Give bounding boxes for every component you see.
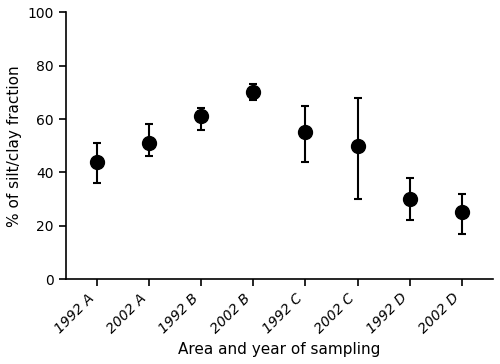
Point (250, 90, 258, 95)
Point (458, 210, 466, 215)
Point (354, 143, 362, 149)
Y-axis label: % of silt/clay fraction: % of silt/clay fraction (7, 65, 22, 226)
Point (145, 140, 153, 146)
Point (302, 130, 310, 135)
Point (93, 159, 101, 165)
Point (406, 196, 413, 202)
Point (197, 114, 205, 119)
X-axis label: Area and year of sampling: Area and year of sampling (178, 342, 380, 357)
